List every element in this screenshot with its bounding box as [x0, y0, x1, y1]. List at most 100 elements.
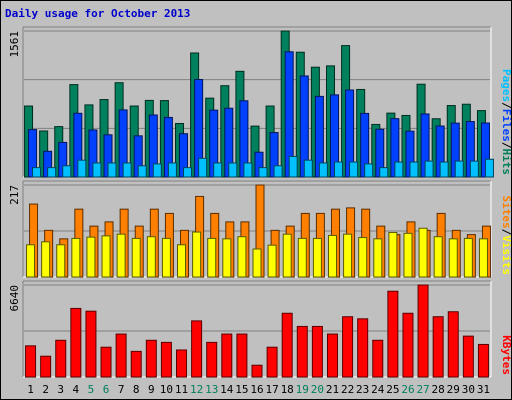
bar-pages-day-14 — [228, 162, 238, 178]
bar-pages-day-31 — [484, 158, 494, 178]
bar-visits-day-2 — [41, 241, 51, 278]
bar-kbytes-day-14 — [221, 333, 233, 378]
bar-visits-day-16 — [252, 248, 262, 278]
day-label-15: 15 — [235, 383, 248, 396]
bar-pages-day-12 — [198, 157, 208, 178]
day-label-1: 1 — [27, 383, 34, 396]
bar-kbytes-day-20 — [311, 325, 323, 378]
bar-pages-day-28 — [439, 161, 449, 178]
bar-visits-day-14 — [222, 238, 232, 278]
bar-pages-day-10 — [167, 162, 177, 178]
day-label-17: 17 — [265, 383, 278, 396]
sites-ymax-label: 217 — [8, 185, 21, 205]
bar-pages-day-18 — [288, 155, 298, 178]
bar-visits-day-9 — [146, 236, 156, 278]
day-label-23: 23 — [356, 383, 369, 396]
bar-visits-day-18 — [282, 233, 292, 278]
bar-visits-day-17 — [267, 244, 277, 278]
day-label-20: 20 — [311, 383, 324, 396]
bar-visits-day-30 — [463, 237, 473, 278]
day-label-21: 21 — [326, 383, 339, 396]
legend-1: Sites/Visits — [500, 196, 512, 276]
bar-kbytes-day-21 — [326, 333, 338, 378]
bar-kbytes-day-19 — [296, 325, 308, 378]
bar-kbytes-day-31 — [477, 343, 489, 378]
bar-visits-day-31 — [478, 238, 488, 278]
legend-hits: Hits — [500, 149, 512, 176]
bar-kbytes-day-9 — [145, 339, 157, 378]
bar-visits-day-13 — [207, 237, 217, 278]
bar-pages-day-16 — [258, 167, 268, 178]
day-label-30: 30 — [462, 383, 475, 396]
day-label-8: 8 — [133, 383, 140, 396]
bar-kbytes-day-17 — [266, 346, 278, 378]
bar-visits-day-12 — [192, 231, 202, 278]
bar-pages-day-3 — [62, 165, 72, 178]
day-label-18: 18 — [281, 383, 294, 396]
day-label-14: 14 — [220, 383, 234, 396]
bar-pages-day-26 — [409, 161, 419, 178]
day-label-9: 9 — [148, 383, 155, 396]
bar-kbytes-day-10 — [160, 341, 172, 378]
day-label-22: 22 — [341, 383, 354, 396]
bar-kbytes-day-13 — [206, 341, 218, 378]
bar-kbytes-day-30 — [462, 335, 474, 378]
bar-kbytes-day-18 — [281, 312, 293, 378]
bar-pages-day-22 — [349, 161, 359, 178]
hits-ymax-label: 1561 — [8, 31, 21, 58]
bar-pages-day-29 — [454, 160, 464, 178]
day-label-5: 5 — [88, 383, 95, 396]
bar-kbytes-day-26 — [402, 312, 414, 378]
legend-pages: Pages — [500, 69, 512, 102]
bar-visits-day-28 — [433, 236, 443, 278]
legend-visits: Visits — [500, 235, 512, 275]
day-label-13: 13 — [205, 383, 218, 396]
bar-kbytes-day-29 — [447, 311, 459, 378]
bar-kbytes-day-5 — [85, 310, 97, 378]
legend-0: Pages/Files/Hits — [500, 69, 512, 175]
bar-pages-day-21 — [333, 161, 343, 178]
bar-pages-day-20 — [318, 162, 328, 178]
legend-sites: Sites — [500, 196, 512, 229]
legend-separator: / — [500, 142, 512, 149]
day-label-12: 12 — [190, 383, 203, 396]
legend-separator: / — [500, 229, 512, 236]
bar-visits-day-29 — [448, 238, 458, 278]
bar-kbytes-day-8 — [130, 350, 142, 378]
bar-kbytes-day-15 — [236, 333, 248, 378]
day-label-31: 31 — [477, 383, 490, 396]
day-label-16: 16 — [250, 383, 263, 396]
bar-pages-day-17 — [273, 165, 283, 178]
bar-visits-day-3 — [56, 244, 66, 278]
bar-pages-day-8 — [137, 165, 147, 178]
bar-visits-day-21 — [327, 234, 337, 278]
bar-kbytes-day-27 — [417, 284, 429, 378]
bar-pages-day-1 — [32, 167, 42, 178]
bar-visits-day-4 — [71, 237, 81, 278]
legend-separator: / — [500, 102, 512, 109]
bar-pages-day-19 — [303, 159, 313, 178]
bar-visits-day-19 — [297, 237, 307, 278]
bar-pages-day-2 — [47, 167, 57, 178]
day-label-26: 26 — [401, 383, 414, 396]
day-label-10: 10 — [160, 383, 173, 396]
bar-kbytes-day-24 — [372, 339, 384, 378]
bar-visits-day-25 — [388, 231, 398, 278]
bar-kbytes-day-16 — [251, 364, 263, 378]
bar-kbytes-day-11 — [176, 349, 188, 378]
bar-pages-day-6 — [107, 162, 117, 178]
day-label-11: 11 — [175, 383, 188, 396]
bar-visits-day-26 — [403, 232, 413, 278]
bar-visits-day-27 — [418, 227, 428, 278]
bar-kbytes-day-12 — [191, 320, 203, 378]
legend-2: KBytes — [500, 335, 512, 375]
bar-pages-day-13 — [213, 162, 223, 178]
bar-pages-day-4 — [77, 159, 87, 178]
bar-kbytes-day-7 — [115, 333, 127, 378]
legend-kbytes: KBytes — [500, 335, 512, 375]
bar-visits-day-20 — [312, 237, 322, 278]
bar-kbytes-day-6 — [100, 346, 112, 378]
bar-kbytes-day-28 — [432, 316, 444, 378]
bar-pages-day-27 — [424, 160, 434, 178]
